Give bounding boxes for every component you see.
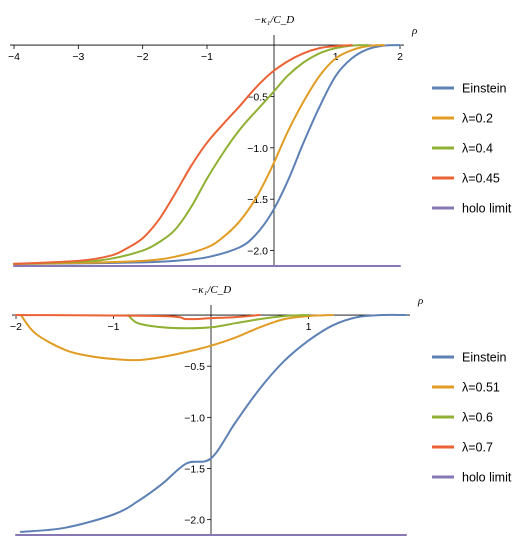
y-tick-label: −0.5 xyxy=(247,91,268,103)
legend-label: λ=0.45 xyxy=(462,172,500,186)
x-tick-label: 1 xyxy=(333,51,339,63)
series-line-3 xyxy=(127,314,310,330)
legend-label: λ=0.4 xyxy=(462,142,493,156)
y-tick-label: −1.5 xyxy=(184,464,205,476)
x-tick-label: −1 xyxy=(108,321,120,333)
legend-label: λ=0.51 xyxy=(462,381,500,395)
x-axis-label: ρ xyxy=(417,295,423,307)
y-axis-label: −κ₁/C_D xyxy=(191,284,231,296)
legend: Einstein λ=0.51 λ=0.6 λ=0.7 holo limit xyxy=(432,351,512,485)
y-axis-label: −κ₁/C_D xyxy=(254,14,294,26)
legend-label: Einstein xyxy=(462,351,507,365)
y-tick-label: −2.0 xyxy=(247,246,268,258)
legend-label: holo limit xyxy=(462,471,512,485)
y-tick-label: −1.0 xyxy=(184,412,205,424)
series-line-2 xyxy=(13,44,385,265)
x-tick-label: −1 xyxy=(201,51,213,63)
series-line-3 xyxy=(13,44,369,265)
y-tick-label: −2.0 xyxy=(184,515,205,527)
series-line-4 xyxy=(13,44,353,265)
chart-panel-1: ρ−κ₁/C_D−4 −3 −2 −1 1 2−0.5−1.0−1.5−2.0Einste… xyxy=(8,14,512,268)
legend-label: Einstein xyxy=(462,82,507,96)
legend: Einstein λ=0.2 λ=0.4 λ=0.45 holo limit xyxy=(432,82,512,216)
x-axis-label: ρ xyxy=(411,25,417,37)
x-tick-label: −2 xyxy=(137,51,149,63)
legend-label: λ=0.6 xyxy=(462,411,493,425)
y-tick-label: −1.0 xyxy=(247,143,268,155)
y-tick-label: −0.5 xyxy=(184,361,205,373)
series-line-4 xyxy=(15,314,261,321)
x-tick-label: 2 xyxy=(397,51,403,63)
legend-label: λ=0.7 xyxy=(462,441,493,455)
x-tick-label: −4 xyxy=(8,51,20,63)
x-tick-label: 1 xyxy=(306,321,312,333)
series-line-2 xyxy=(19,314,334,362)
series-line-1 xyxy=(13,44,401,265)
legend-label: λ=0.2 xyxy=(462,112,493,126)
chart-panel-2: ρ −κ₁/C_D −2 −1 1 −0.5 −1.0 −1.5 −2.0 Einstein λ=0… xyxy=(10,284,512,537)
x-tick-label: −3 xyxy=(72,51,84,63)
legend-label: holo limit xyxy=(462,202,512,216)
series-line-1 xyxy=(19,313,407,533)
x-tick-label: −2 xyxy=(10,321,22,333)
